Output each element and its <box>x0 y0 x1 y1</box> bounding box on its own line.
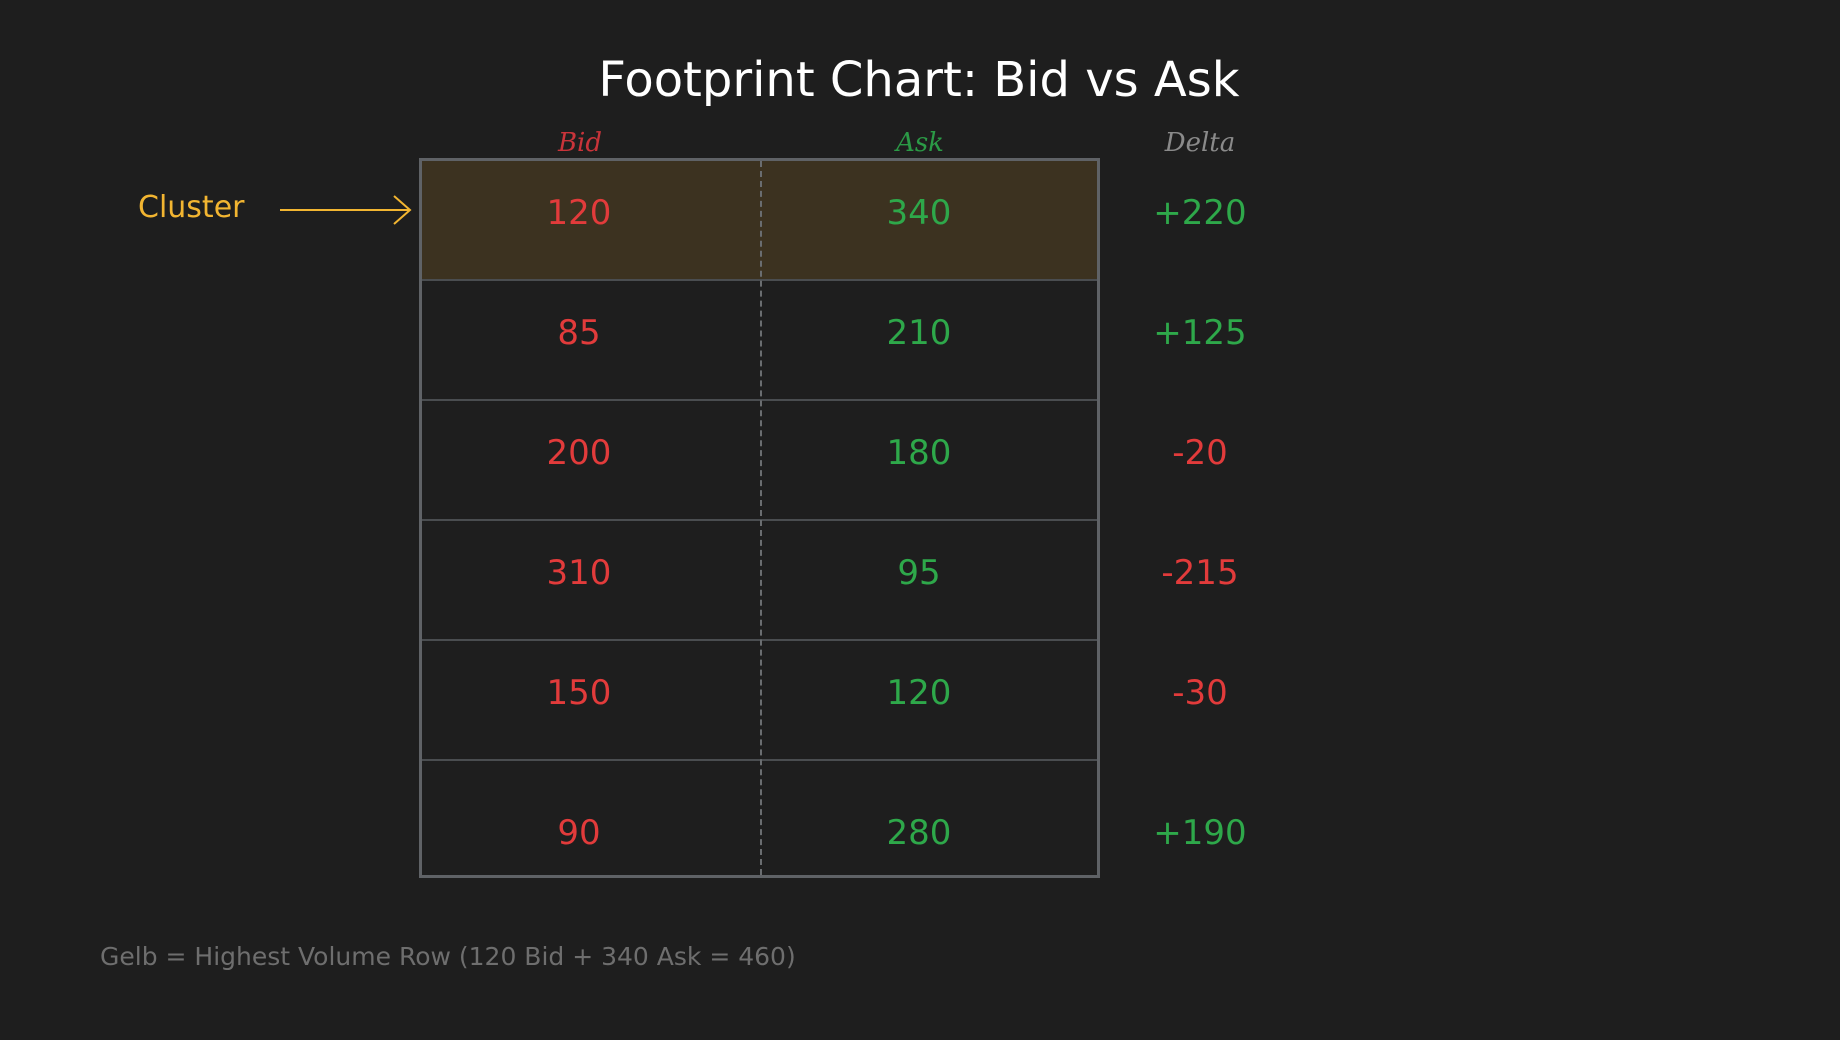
footnote: Gelb = Highest Volume Row (120 Bid + 340… <box>100 942 796 971</box>
footprint-row <box>422 521 1097 641</box>
delta-value: +190 <box>1153 813 1247 853</box>
bid-value: 90 <box>557 813 601 853</box>
bid-value: 200 <box>546 433 612 473</box>
bid-ask-divider <box>760 161 762 875</box>
bid-value: 85 <box>557 313 601 353</box>
bid-value: 310 <box>546 553 612 593</box>
bid-value: 120 <box>546 193 612 233</box>
delta-value: -20 <box>1172 433 1228 473</box>
footprint-row <box>422 281 1097 401</box>
ask-value: 120 <box>886 673 952 713</box>
bid-column-header: Bid <box>557 128 603 158</box>
delta-column-header: Delta <box>1164 128 1236 158</box>
ask-value: 180 <box>886 433 952 473</box>
footprint-row <box>422 401 1097 521</box>
ask-value: 340 <box>886 193 952 233</box>
footprint-grid <box>419 158 1100 878</box>
delta-value: +125 <box>1153 313 1247 353</box>
ask-column-header: Ask <box>896 128 944 158</box>
cluster-arrow-icon <box>280 195 412 225</box>
ask-value: 210 <box>886 313 952 353</box>
delta-value: -215 <box>1161 553 1239 593</box>
delta-value: +220 <box>1153 193 1247 233</box>
ask-value: 95 <box>897 553 941 593</box>
chart-title: Footprint Chart: Bid vs Ask <box>598 52 1240 108</box>
footprint-row-highlighted <box>422 161 1097 281</box>
ask-value: 280 <box>886 813 952 853</box>
footprint-row <box>422 641 1097 761</box>
cluster-label: Cluster <box>138 190 245 225</box>
bid-value: 150 <box>546 673 612 713</box>
delta-value: -30 <box>1172 673 1228 713</box>
